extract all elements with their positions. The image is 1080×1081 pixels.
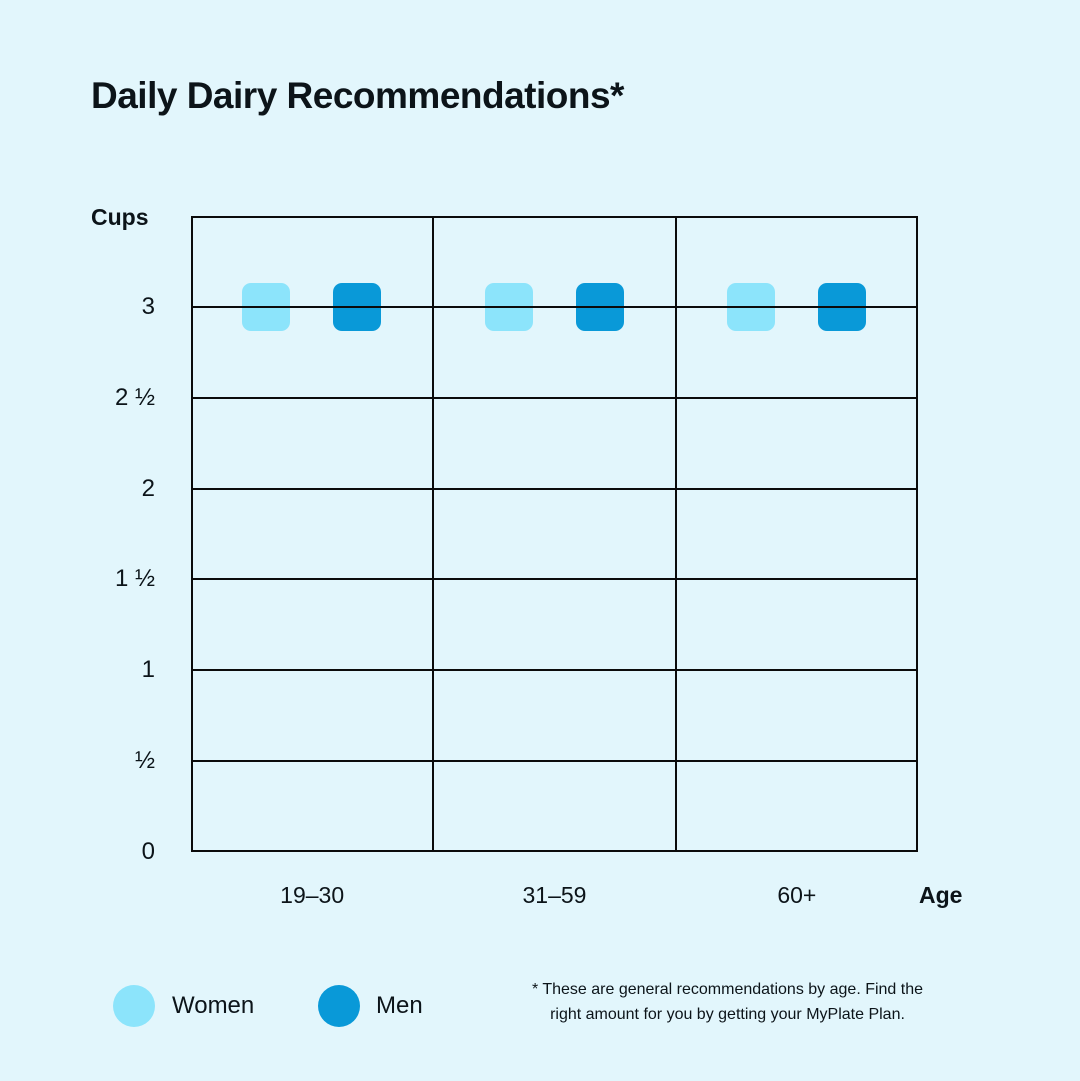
x-tick-label: 31–59: [522, 882, 587, 908]
y-tick-label: ½: [134, 747, 155, 775]
gridline-horizontal: [191, 396, 918, 399]
gridline-horizontal: [191, 760, 918, 763]
chart-grid: [191, 216, 918, 852]
footnote-line-2: right amount for you by getting your MyP…: [550, 1006, 905, 1023]
y-tick-label: 2: [141, 474, 155, 502]
footnote: * These are general recommendations by a…: [495, 977, 960, 1027]
gridline-horizontal: [191, 305, 918, 308]
gridline-horizontal: [191, 850, 918, 852]
gridline-vertical: [674, 216, 677, 852]
x-axis-labels: 19–30 31–59 60+: [191, 879, 918, 911]
y-tick-label: 3: [141, 292, 155, 320]
legend-label-men: Men: [376, 992, 423, 1019]
gridline-vertical: [191, 216, 193, 852]
legend-swatch-women: [113, 985, 155, 1027]
legend-label-women: Women: [172, 992, 255, 1019]
gridline-horizontal: [191, 578, 918, 581]
gridline-vertical: [432, 216, 435, 852]
x-tick-label: 19–30: [280, 882, 345, 908]
y-tick-label: 2 ½: [114, 383, 155, 411]
x-axis-title: Age: [919, 882, 963, 908]
legend-swatch-men: [318, 985, 360, 1027]
gridline-horizontal: [191, 669, 918, 672]
y-tick-label: 1: [141, 656, 155, 684]
gridline-vertical: [916, 216, 918, 852]
y-tick-label: 1 ½: [114, 565, 155, 593]
y-axis-title: Cups: [91, 204, 149, 230]
gridline-horizontal: [191, 487, 918, 490]
y-axis-labels: 0 ½ 1 1 ½ 2 2 ½ 3: [40, 216, 155, 865]
y-tick-label: 0: [141, 838, 155, 865]
gridline-horizontal: [191, 216, 918, 218]
x-tick-label: 60+: [777, 882, 817, 908]
footnote-line-1: * These are general recommendations by a…: [531, 981, 924, 998]
chart-title: Daily Dairy Recommendations*: [91, 75, 624, 116]
